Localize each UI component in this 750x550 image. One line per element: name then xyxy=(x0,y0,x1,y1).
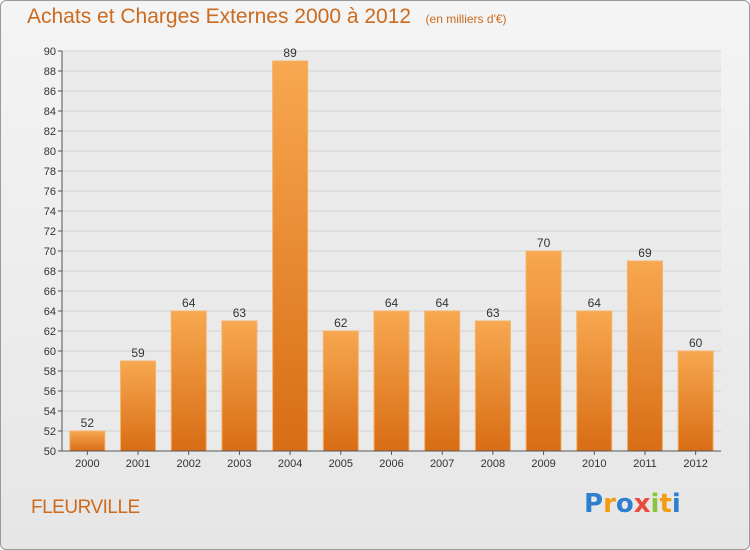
y-tick-label: 82 xyxy=(44,126,56,138)
bar xyxy=(272,60,309,452)
y-tick-label: 54 xyxy=(44,406,56,418)
bar xyxy=(525,250,562,452)
bar xyxy=(474,320,511,452)
bars: 52 59 64 63 89 62 64 64 63 70 64 69 60 xyxy=(69,46,714,452)
bar xyxy=(576,310,613,452)
y-tick-label: 80 xyxy=(44,146,56,158)
x-tick-label: 2000 xyxy=(75,458,99,470)
proxiti-logo[interactable]: Proxiti xyxy=(584,489,681,519)
y-tick-label: 66 xyxy=(44,286,56,298)
y-tick-label: 64 xyxy=(44,306,56,318)
bar-value-label: 64 xyxy=(182,296,196,310)
x-tick-label: 2005 xyxy=(329,458,353,470)
bar xyxy=(322,330,359,452)
x-tick-label: 2003 xyxy=(227,458,251,470)
bar xyxy=(373,310,410,452)
y-tick-label: 68 xyxy=(44,266,56,278)
bar xyxy=(677,350,714,452)
y-tick-label: 72 xyxy=(44,226,56,238)
x-tick-label: 2004 xyxy=(278,458,302,470)
axes: 50 52 54 56 58 60 62 64 66 68 70 72 74 76 78 80 82 84 86 88… xyxy=(44,46,721,470)
logo-letter: i xyxy=(671,489,681,519)
bar xyxy=(120,360,157,452)
bar-value-label: 64 xyxy=(385,296,399,310)
bar-value-label: 63 xyxy=(233,306,247,320)
bar xyxy=(626,260,663,452)
bar-value-label: 64 xyxy=(436,296,450,310)
y-tick-label: 52 xyxy=(44,426,56,438)
y-tick-label: 78 xyxy=(44,166,56,178)
chart-title: Achats et Charges Externes 2000 à 2012 (… xyxy=(27,5,507,29)
y-tick-label: 90 xyxy=(44,46,56,58)
y-tick-label: 86 xyxy=(44,86,56,98)
bar-value-label: 89 xyxy=(283,46,297,60)
bar-value-label: 70 xyxy=(537,236,551,250)
y-tick-label: 62 xyxy=(44,326,56,338)
x-tick-label: 2006 xyxy=(379,458,403,470)
logo-letter: x xyxy=(633,489,651,519)
bar-value-label: 62 xyxy=(334,316,348,330)
y-tick-label: 74 xyxy=(44,206,56,218)
bar xyxy=(69,430,106,452)
bar-value-label: 60 xyxy=(689,336,703,350)
bar xyxy=(424,310,461,452)
logo-letter: t xyxy=(659,489,672,519)
x-tick-label: 2008 xyxy=(481,458,505,470)
bar xyxy=(170,310,207,452)
y-tick-label: 56 xyxy=(44,386,56,398)
bar-value-label: 64 xyxy=(588,296,602,310)
location-name: FLEURVILLE xyxy=(31,497,140,518)
logo-letter: P xyxy=(584,489,604,519)
bar-value-label: 63 xyxy=(486,306,500,320)
logo-letter: r xyxy=(603,489,616,519)
x-tick-label: 2009 xyxy=(531,458,555,470)
x-tick-label: 2011 xyxy=(633,458,657,470)
y-tick-label: 60 xyxy=(44,346,56,358)
logo-letter: i xyxy=(650,489,660,519)
x-tick-label: 2012 xyxy=(683,458,707,470)
bar-value-label: 59 xyxy=(131,346,145,360)
y-tick-label: 76 xyxy=(44,186,56,198)
bar-value-label: 52 xyxy=(81,416,95,430)
chart-subtitle: (en milliers d'€) xyxy=(425,12,507,26)
logo-letter: o xyxy=(615,489,634,519)
y-tick-label: 70 xyxy=(44,246,56,258)
x-tick-label: 2002 xyxy=(176,458,200,470)
y-tick-label: 50 xyxy=(44,446,56,458)
bar xyxy=(221,320,258,452)
y-tick-label: 84 xyxy=(44,106,56,118)
y-tick-label: 88 xyxy=(44,66,56,78)
x-tick-label: 2001 xyxy=(126,458,150,470)
y-tick-label: 58 xyxy=(44,366,56,378)
x-tick-label: 2010 xyxy=(582,458,606,470)
x-tick-label: 2007 xyxy=(430,458,454,470)
bar-value-label: 69 xyxy=(638,246,652,260)
chart-title-text: Achats et Charges Externes 2000 à 2012 xyxy=(27,5,412,28)
